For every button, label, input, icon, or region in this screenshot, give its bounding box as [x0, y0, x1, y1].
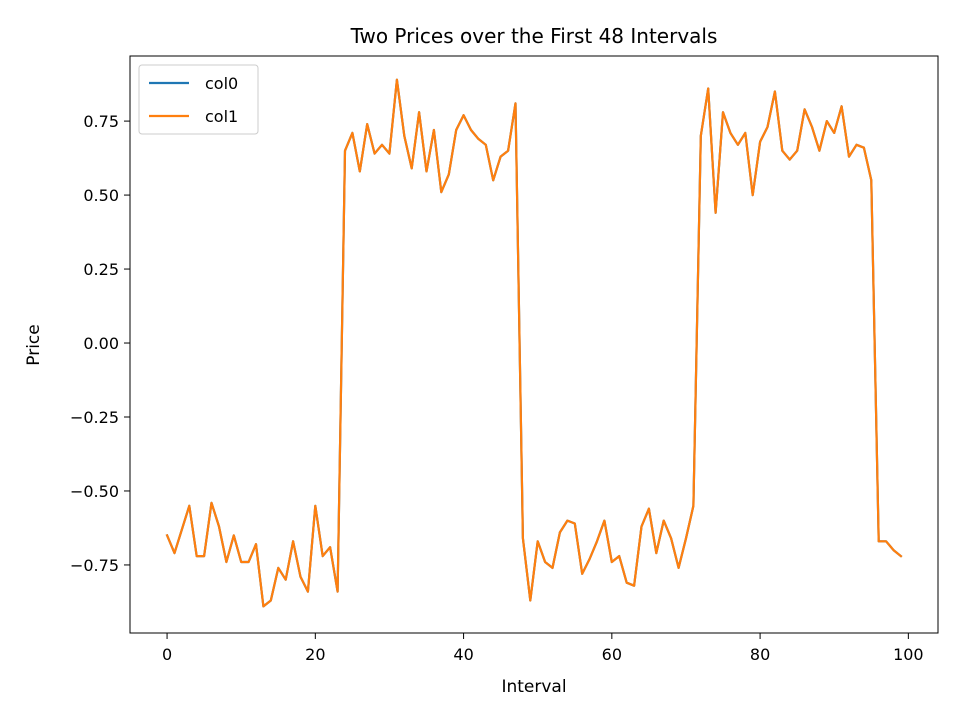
y-tick-label: 0.25: [83, 260, 119, 279]
y-tick-label: −0.50: [70, 482, 119, 501]
x-tick-label: 0: [162, 645, 172, 664]
x-tick-label: 60: [602, 645, 622, 664]
y-axis: −0.75 −0.50 −0.25 0.00 0.25 0.50 0.75: [70, 112, 130, 575]
y-tick-label: −0.25: [70, 408, 119, 427]
y-tick-label: 0.00: [83, 334, 119, 353]
chart-title: Two Prices over the First 48 Intervals: [350, 24, 718, 48]
x-tick-label: 20: [305, 645, 325, 664]
plot-frame: [129, 55, 939, 634]
x-axis: 0 20 40 60 80 100: [162, 633, 924, 664]
legend: col0 col1: [138, 64, 259, 135]
legend-label-col0: col0: [205, 74, 238, 93]
series-line-col1: [165, 78, 903, 608]
y-axis-label: Price: [24, 324, 44, 365]
x-tick-label: 100: [893, 645, 924, 664]
y-tick-label: 0.75: [83, 112, 119, 131]
x-tick-label: 80: [750, 645, 770, 664]
y-tick-label: −0.75: [70, 556, 119, 575]
series-layer: [165, 78, 903, 608]
y-tick-label: 0.50: [83, 186, 119, 205]
x-axis-label: Interval: [501, 677, 566, 697]
legend-label-col1: col1: [205, 107, 238, 126]
legend-box: [138, 64, 259, 135]
x-tick-label: 40: [453, 645, 473, 664]
